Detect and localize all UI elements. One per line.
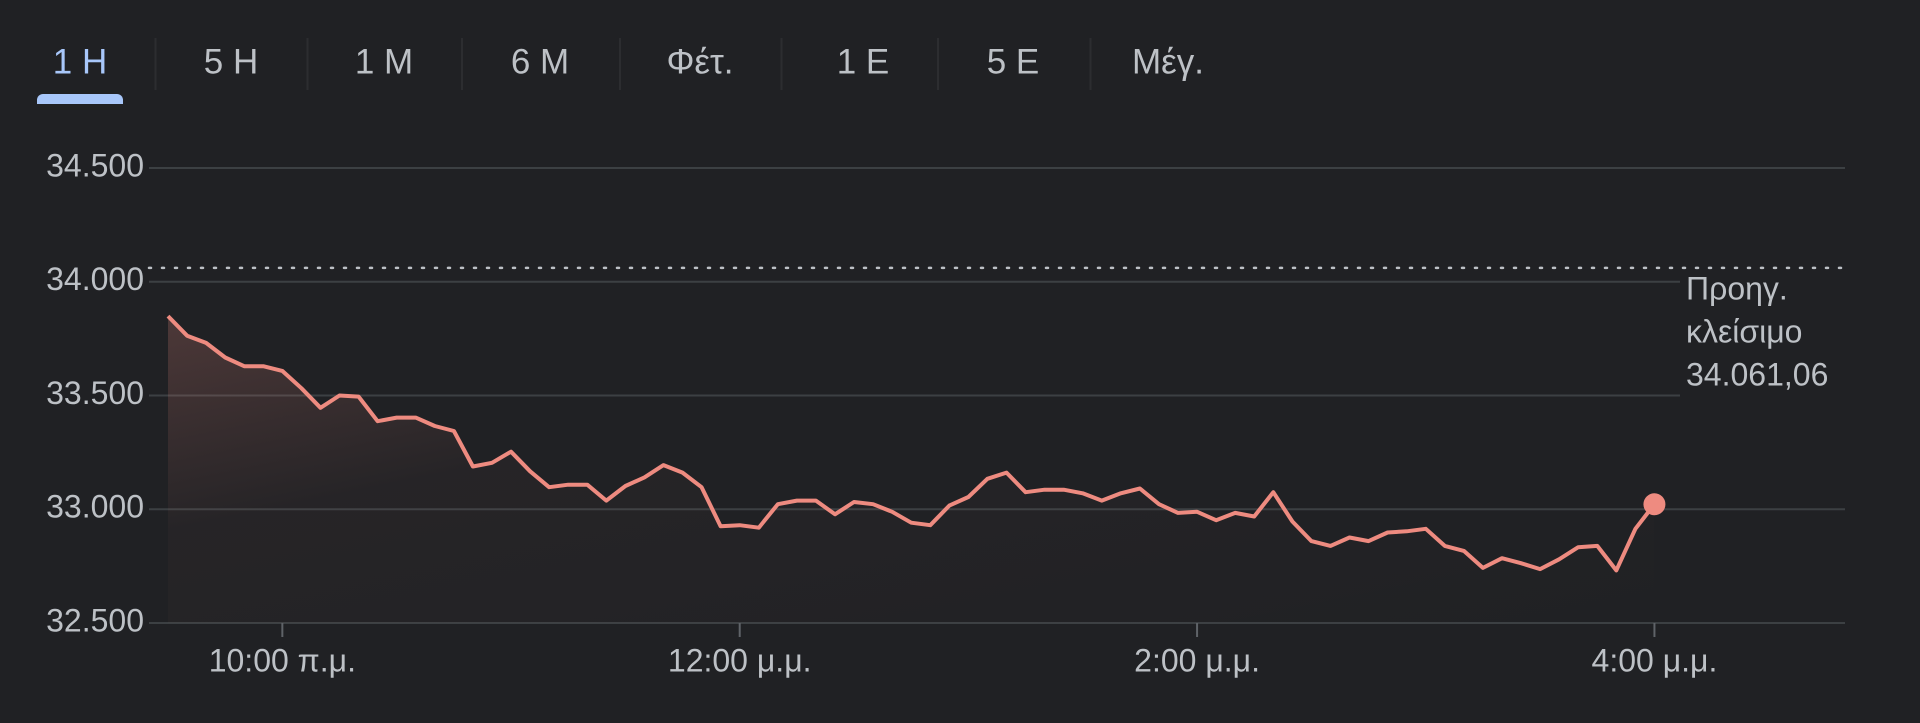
plot: 32.500 33.000 33.500 34.000 34.500 10:00 π.μ.…	[46, 147, 1847, 678]
active-tab-indicator	[37, 94, 123, 104]
last-point	[1643, 493, 1666, 516]
range-tabs: 1 Η 5 Η 1 Μ 6 Μ Φέτ. 1 Ε 5 Ε Μέγ.	[37, 38, 1204, 104]
y-tick-label: 34.000	[46, 261, 144, 297]
previous-close-value: 34.061,06	[1686, 356, 1828, 392]
x-tick-label: 2:00 μ.μ.	[1134, 642, 1260, 678]
range-tab[interactable]: 6 Μ	[511, 42, 569, 81]
y-tick-label: 32.500	[46, 602, 144, 638]
price-line	[166, 314, 1656, 573]
range-tab[interactable]: 1 Μ	[355, 42, 413, 81]
previous-close-title: Προηγ.	[1686, 270, 1788, 306]
x-tick-label: 10:00 π.μ.	[209, 642, 356, 678]
x-tick-label: 4:00 μ.μ.	[1592, 642, 1718, 678]
y-tick-label: 34.500	[46, 147, 144, 183]
x-tick-label: 12:00 μ.μ.	[668, 642, 812, 678]
range-tab[interactable]: Μέγ.	[1132, 42, 1204, 81]
range-tab[interactable]: Φέτ.	[666, 42, 733, 81]
range-tab[interactable]: 5 Η	[204, 42, 258, 81]
range-tab[interactable]: 1 Η	[53, 42, 107, 81]
range-tab[interactable]: 5 Ε	[987, 42, 1040, 81]
y-tick-label: 33.000	[46, 489, 144, 525]
previous-close-title: κλείσιμο	[1686, 313, 1802, 349]
area	[168, 316, 1655, 623]
range-tab[interactable]: 1 Ε	[837, 42, 890, 81]
y-tick-label: 33.500	[46, 375, 144, 411]
